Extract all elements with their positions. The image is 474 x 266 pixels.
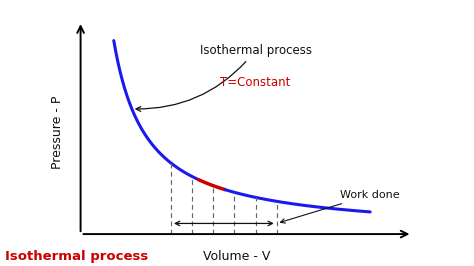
Text: Isothermal process: Isothermal process (136, 44, 311, 111)
Text: Isothermal process: Isothermal process (5, 250, 148, 263)
Text: T=Constant: T=Constant (220, 76, 291, 89)
Text: Volume - V: Volume - V (203, 250, 270, 263)
Text: Pressure - P: Pressure - P (51, 95, 64, 169)
Text: Work done: Work done (281, 190, 400, 223)
